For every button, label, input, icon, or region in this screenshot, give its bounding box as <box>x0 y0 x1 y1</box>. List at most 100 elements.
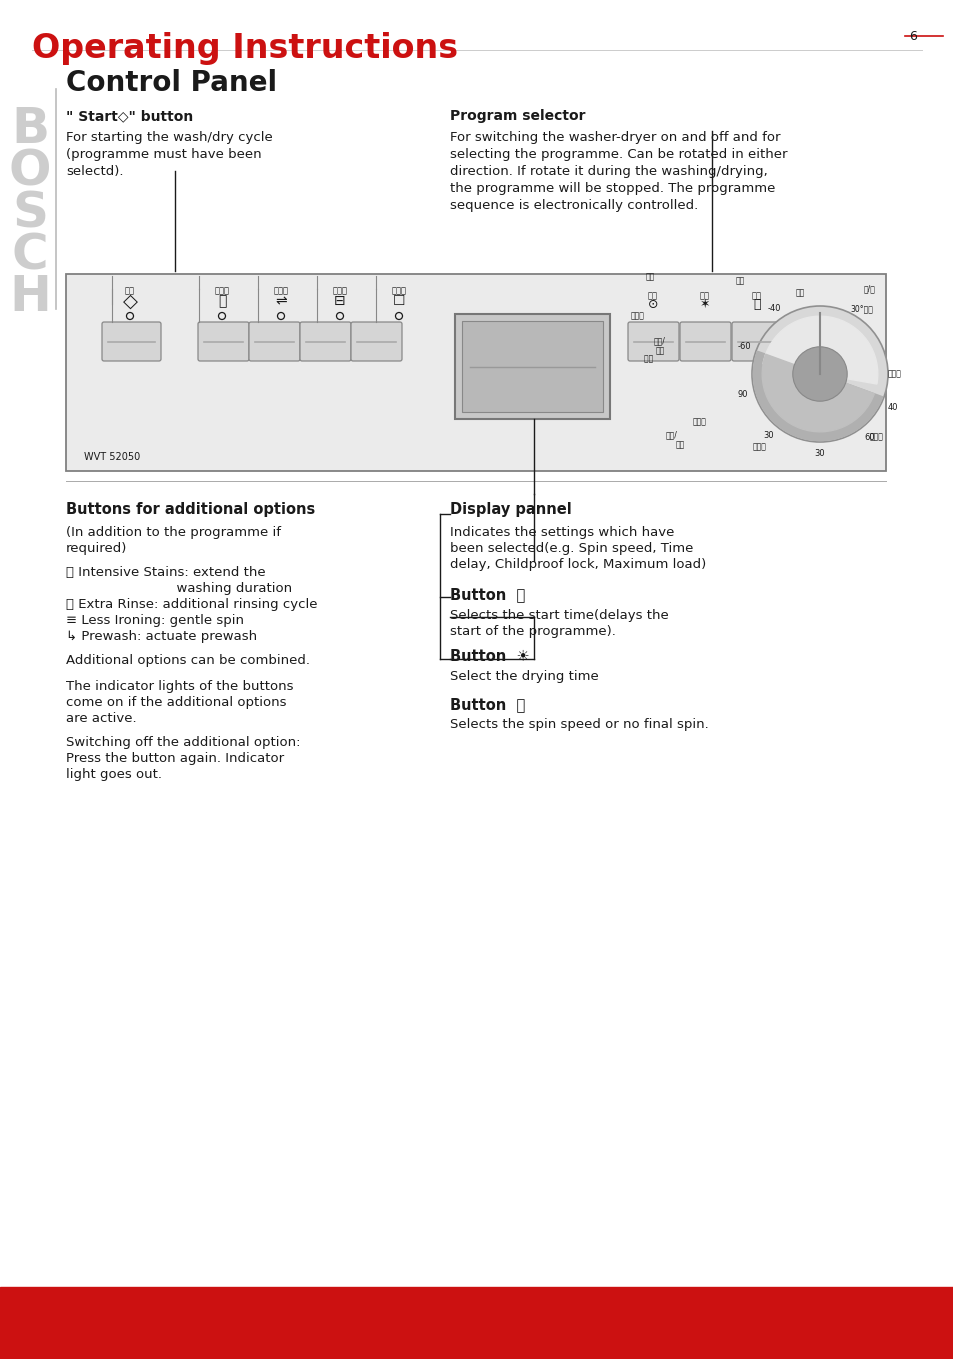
Text: 漂煮: 漂煮 <box>675 440 684 450</box>
Text: required): required) <box>66 542 128 554</box>
Text: 单排水: 单排水 <box>692 417 706 427</box>
Text: ⇌: ⇌ <box>274 294 287 308</box>
Text: washing duration: washing duration <box>66 582 292 595</box>
FancyBboxPatch shape <box>299 322 351 361</box>
Text: 60: 60 <box>863 432 874 442</box>
Text: 40: 40 <box>886 404 897 412</box>
Text: 30: 30 <box>814 450 824 458</box>
Text: ⏻: ⏻ <box>217 294 226 308</box>
Text: selecting the programme. Can be rotated in either: selecting the programme. Can be rotated … <box>450 148 786 160</box>
Text: ◇: ◇ <box>122 291 137 310</box>
Text: 冷洗: 冷洗 <box>795 288 803 298</box>
Text: ↳ Prewash: actuate prewash: ↳ Prewash: actuate prewash <box>66 631 257 643</box>
FancyBboxPatch shape <box>731 322 782 361</box>
Text: 单洗涤: 单洗涤 <box>869 432 883 442</box>
Bar <box>0 1287 953 1359</box>
Text: ⊟: ⊟ <box>334 294 345 308</box>
Wedge shape <box>762 317 877 385</box>
Wedge shape <box>761 355 873 432</box>
Text: H: H <box>9 273 51 321</box>
Text: Additional options can be combined.: Additional options can be combined. <box>66 654 310 667</box>
Text: C: C <box>11 231 49 279</box>
Text: 烘干: 烘干 <box>700 291 709 300</box>
FancyBboxPatch shape <box>627 322 679 361</box>
Text: ⍔ Intensive Stains: extend the: ⍔ Intensive Stains: extend the <box>66 565 265 579</box>
Text: ⍨ Extra Rinse: additional rinsing cycle: ⍨ Extra Rinse: additional rinsing cycle <box>66 598 317 612</box>
Text: 停止: 停止 <box>735 276 744 285</box>
Text: selectd).: selectd). <box>66 164 123 178</box>
Text: sequence is electronically controlled.: sequence is electronically controlled. <box>450 198 698 212</box>
Text: Button  ⌛: Button ⌛ <box>450 587 525 602</box>
Text: been selected(e.g. Spin speed, Time: been selected(e.g. Spin speed, Time <box>450 542 693 554</box>
Text: Buttons for additional options: Buttons for additional options <box>66 501 314 516</box>
Text: 棉/麻: 棉/麻 <box>863 284 875 294</box>
Text: O: O <box>9 147 51 194</box>
Circle shape <box>792 347 846 401</box>
Text: 化纤: 化纤 <box>644 273 654 281</box>
FancyBboxPatch shape <box>198 322 249 361</box>
Text: Selects the spin speed or no final spin.: Selects the spin speed or no final spin. <box>450 718 708 731</box>
Bar <box>455 314 609 419</box>
Circle shape <box>751 306 887 442</box>
FancyBboxPatch shape <box>351 322 401 361</box>
Text: (programme must have been: (programme must have been <box>66 148 261 160</box>
Text: WVT 52050: WVT 52050 <box>84 453 140 462</box>
Text: 丝绸/: 丝绸/ <box>654 337 665 345</box>
Text: the programme will be stopped. The programme: the programme will be stopped. The progr… <box>450 182 775 194</box>
Text: 加漂洗: 加漂洗 <box>333 285 347 295</box>
Text: ✶: ✶ <box>699 298 709 310</box>
Text: light goes out.: light goes out. <box>66 768 162 781</box>
FancyBboxPatch shape <box>679 322 730 361</box>
Text: ≡ Less Ironing: gentle spin: ≡ Less Ironing: gentle spin <box>66 614 244 626</box>
Text: Button  ☀: Button ☀ <box>450 650 529 665</box>
Text: 30°快洗: 30°快洗 <box>850 304 873 314</box>
Text: 30: 30 <box>762 431 773 440</box>
Text: 90: 90 <box>737 390 747 400</box>
Text: ⏰: ⏰ <box>753 298 760 310</box>
FancyBboxPatch shape <box>102 322 161 361</box>
Text: Control Panel: Control Panel <box>66 69 276 96</box>
Text: " Start◇" button: " Start◇" button <box>66 109 193 124</box>
Text: Press the button again. Indicator: Press the button again. Indicator <box>66 752 284 765</box>
Text: 6: 6 <box>908 30 916 43</box>
FancyBboxPatch shape <box>249 322 299 361</box>
Text: B: B <box>10 105 49 154</box>
Text: Switching off the additional option:: Switching off the additional option: <box>66 737 300 749</box>
Text: 强烘干: 强烘干 <box>887 370 901 379</box>
Text: 开始: 开始 <box>125 285 135 295</box>
Text: delay, Childproof lock, Maximum load): delay, Childproof lock, Maximum load) <box>450 559 705 571</box>
Text: start of the programme).: start of the programme). <box>450 625 616 637</box>
Text: Display pannel: Display pannel <box>450 501 571 516</box>
Text: S: S <box>12 189 48 236</box>
Text: (In addition to the programme if: (In addition to the programme if <box>66 526 281 540</box>
Text: For starting the wash/dry cycle: For starting the wash/dry cycle <box>66 130 273 144</box>
Text: 脱水: 脱水 <box>647 291 658 300</box>
Text: ⊙: ⊙ <box>647 298 658 310</box>
Text: For switching the washer-dryer on and off and for: For switching the washer-dryer on and of… <box>450 130 780 144</box>
Text: 带预洗: 带预洗 <box>214 285 230 295</box>
Text: Program selector: Program selector <box>450 109 585 124</box>
Text: Selects the start time(delays the: Selects the start time(delays the <box>450 609 668 622</box>
Bar <box>66 275 885 472</box>
Text: ☐: ☐ <box>393 294 405 308</box>
Text: 弱烘干: 弱烘干 <box>630 311 644 321</box>
Text: -40: -40 <box>766 304 781 313</box>
Text: 预约: 预约 <box>751 291 761 300</box>
Text: The indicator lights of the buttons: The indicator lights of the buttons <box>66 680 294 693</box>
Text: 强洗涤: 强洗涤 <box>391 285 406 295</box>
Bar <box>461 321 602 412</box>
Text: 单脱水: 单脱水 <box>752 443 766 451</box>
Text: -60: -60 <box>738 342 751 351</box>
Text: Select the drying time: Select the drying time <box>450 670 598 684</box>
Wedge shape <box>753 351 882 440</box>
Text: are active.: are active. <box>66 712 136 724</box>
Text: Button  ⓢ: Button ⓢ <box>450 697 525 712</box>
Text: 柔和: 柔和 <box>655 347 664 356</box>
Text: Indicates the settings which have: Indicates the settings which have <box>450 526 674 540</box>
Text: Operating Instructions: Operating Instructions <box>32 33 457 65</box>
Text: 漂洗/: 漂洗/ <box>665 431 678 439</box>
Text: 轻松熨: 轻松熨 <box>274 285 288 295</box>
Text: direction. If rotate it during the washing/drying,: direction. If rotate it during the washi… <box>450 164 767 178</box>
Text: come on if the additional options: come on if the additional options <box>66 696 286 709</box>
Text: 羊毛: 羊毛 <box>643 355 655 363</box>
